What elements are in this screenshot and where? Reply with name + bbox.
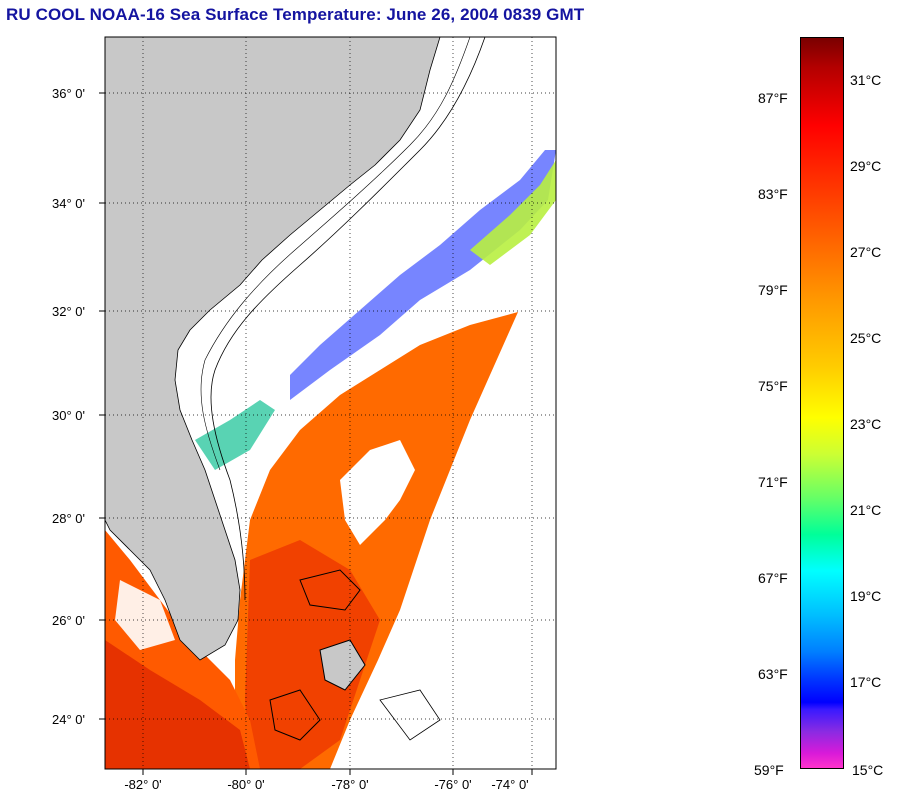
lat-label-32: 32° 0' [52, 304, 85, 319]
lon-label-82: -82° 0' [124, 777, 161, 792]
f-label-75: 75°F [758, 378, 788, 394]
land-bahamas-2 [319, 639, 366, 691]
f-label-59: 59°F [754, 762, 784, 778]
temperature-colorbar [800, 37, 844, 769]
f-label-63: 63°F [758, 666, 788, 682]
c-label-29: 29°C [850, 158, 882, 174]
lon-label-78: -78° 0' [331, 777, 368, 792]
sst-gulf-hot [105, 640, 250, 769]
lon-label-76: -76° 0' [434, 777, 471, 792]
sst-cyan-patch [195, 400, 275, 470]
c-label-27: 27°C [850, 244, 882, 260]
c-label-15: 15°C [852, 762, 884, 778]
lon-label-80: -80° 0' [227, 777, 264, 792]
land-bahamas-4 [379, 689, 441, 741]
c-label-31: 31°C [850, 72, 882, 88]
f-label-79: 79°F [758, 282, 788, 298]
c-label-25: 25°C [850, 330, 882, 346]
land-us-southeast [104, 36, 441, 661]
map-frame [104, 36, 557, 770]
c-label-19: 19°C [850, 588, 882, 604]
lat-label-28: 28° 0' [52, 511, 85, 526]
lat-label-36: 36° 0' [52, 86, 85, 101]
sst-cool-band [290, 150, 556, 400]
land-bahamas-3 [269, 689, 321, 741]
c-label-23: 23°C [850, 416, 882, 432]
sst-swath-hot [245, 540, 380, 769]
tick-marks [99, 92, 533, 775]
map-title: RU COOL NOAA-16 Sea Surface Temperature:… [6, 5, 585, 24]
f-label-83: 83°F [758, 186, 788, 202]
c-label-21: 21°C [850, 502, 882, 518]
lat-label-30: 30° 0' [52, 408, 85, 423]
land-bahamas-1 [299, 569, 361, 611]
cloud-gap-small [115, 580, 175, 650]
sst-yellow-band [470, 160, 556, 265]
f-label-87: 87°F [758, 90, 788, 106]
bathymetry-contour [210, 36, 486, 601]
lat-label-24: 24° 0' [52, 712, 85, 727]
cloud-gap [340, 440, 415, 545]
lat-label-26: 26° 0' [52, 613, 85, 628]
lon-label-74: -74° 0' [491, 777, 528, 792]
f-label-67: 67°F [758, 570, 788, 586]
c-label-17: 17°C [850, 674, 882, 690]
lat-label-34: 34° 0' [52, 196, 85, 211]
f-label-71: 71°F [758, 474, 788, 490]
bathymetry-contour-2 [200, 36, 471, 471]
